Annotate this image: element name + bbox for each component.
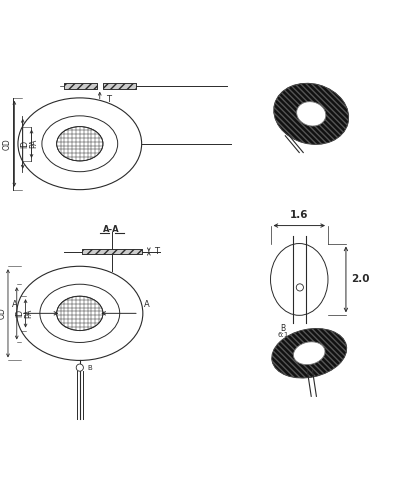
Bar [103, 83, 136, 89]
Text: B: B [87, 365, 92, 371]
Ellipse shape [18, 98, 142, 190]
Ellipse shape [17, 266, 143, 361]
Text: PA: PA [30, 139, 38, 148]
Text: A: A [144, 300, 150, 309]
Text: A: A [12, 300, 18, 309]
Circle shape [296, 284, 303, 291]
Ellipse shape [40, 284, 120, 343]
Ellipse shape [57, 296, 103, 330]
Ellipse shape [272, 328, 347, 378]
Ellipse shape [296, 102, 326, 126]
Text: 1.6: 1.6 [290, 210, 308, 220]
Text: ID: ID [21, 140, 30, 148]
Text: ID: ID [16, 309, 24, 317]
Text: T: T [154, 247, 159, 256]
Bar [64, 83, 97, 89]
Circle shape [76, 364, 83, 371]
Text: 2.0: 2.0 [351, 275, 369, 284]
Text: 6:1: 6:1 [278, 332, 289, 339]
Bar [64, 83, 97, 89]
Text: A-A: A-A [103, 224, 120, 233]
Text: T: T [106, 96, 111, 105]
Bar [82, 248, 142, 255]
Bar [103, 83, 136, 89]
Text: OD: OD [3, 138, 12, 150]
Ellipse shape [274, 83, 349, 144]
Ellipse shape [42, 116, 118, 172]
Ellipse shape [293, 342, 325, 365]
Bar [82, 248, 142, 255]
Text: PA: PA [24, 309, 33, 318]
Ellipse shape [57, 127, 103, 161]
Text: B: B [281, 324, 286, 333]
Text: OD: OD [0, 307, 7, 319]
Ellipse shape [271, 243, 328, 315]
